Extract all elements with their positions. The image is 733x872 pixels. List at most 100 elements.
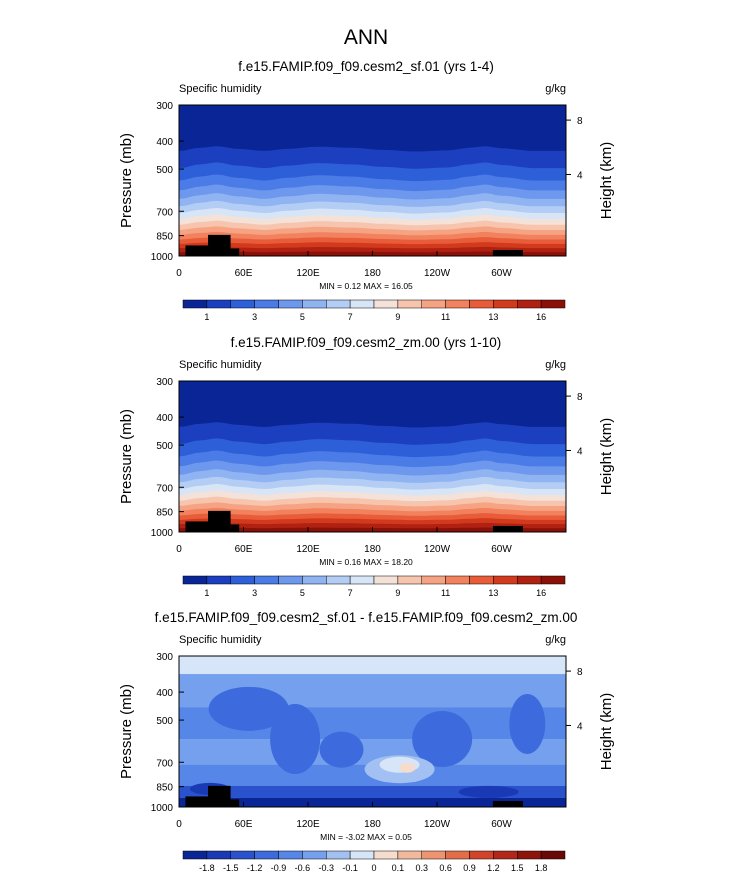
colorbar-label: -0.6 <box>295 863 311 872</box>
x-tick-label: 60E <box>235 819 253 830</box>
colorbar-swatch <box>445 850 470 860</box>
colorbar-label: 1.8 <box>535 863 548 872</box>
colorbar-swatch <box>326 850 351 860</box>
x-tick-label: 0 <box>176 544 182 555</box>
contour-field <box>179 381 566 532</box>
y-axis-label: Pressure (mb) <box>118 684 135 779</box>
colorbar-swatch <box>397 299 422 309</box>
colorbar-label: 9 <box>395 312 400 322</box>
colorbar-swatch <box>469 299 494 309</box>
y-tick-label: 700 <box>156 483 173 494</box>
contour-band <box>458 785 519 798</box>
colorbar-swatch <box>517 850 542 860</box>
colorbar-label: -1.2 <box>247 863 263 872</box>
colorbar-label: 11 <box>441 312 450 322</box>
colorbar-swatch <box>540 850 566 860</box>
contour-field <box>179 656 566 807</box>
colorbar-swatch <box>278 850 303 860</box>
right-axis-label: Height (km) <box>598 693 615 771</box>
colorbar-label: 1 <box>204 312 209 322</box>
colorbar-swatch <box>349 850 375 860</box>
colorbar-swatch <box>445 575 470 585</box>
topography-mask <box>185 245 218 256</box>
colorbar-swatch <box>469 850 494 860</box>
colorbar-swatch <box>326 575 351 585</box>
x-tick-label: 120W <box>424 544 451 555</box>
x-tick-label: 60E <box>235 544 253 555</box>
colorbar-swatch <box>349 299 375 309</box>
colorbar-swatch <box>517 575 542 585</box>
y-tick-label: 850 <box>156 232 173 243</box>
colorbar-label: -0.9 <box>271 863 287 872</box>
colorbar-swatch <box>182 299 208 309</box>
contour-field <box>179 105 566 256</box>
right-tick-label: 4 <box>577 721 583 732</box>
topography-mask <box>492 249 523 256</box>
y-tick-label: 400 <box>156 688 173 699</box>
colorbar-label: 3 <box>252 588 257 598</box>
colorbar-label: -1.8 <box>199 863 215 872</box>
units-label: g/kg <box>545 83 566 95</box>
colorbar-label: 16 <box>536 588 546 598</box>
colorbar-swatch <box>254 299 279 309</box>
y-tick-label: 500 <box>156 441 173 452</box>
colorbar-label: 5 <box>300 588 305 598</box>
contour-band <box>179 656 566 675</box>
right-tick-label: 8 <box>577 392 583 403</box>
colorbar-swatch <box>230 575 255 585</box>
panel-title: f.e15.FAMIP.f09_f09.cesm2_sf.01 - f.e15.… <box>155 610 578 625</box>
x-tick-label: 120E <box>296 819 320 830</box>
colorbar-label: 11 <box>441 588 450 598</box>
colorbar-swatch <box>397 850 422 860</box>
x-tick-label: 180 <box>364 544 381 555</box>
x-tick-label: 180 <box>364 819 381 830</box>
units-label: g/kg <box>545 359 566 371</box>
x-tick-label: 60W <box>491 268 512 279</box>
topography-mask <box>230 248 240 256</box>
colorbar-swatch <box>206 850 231 860</box>
chart-panel-1: f.e15.FAMIP.f09_f09.cesm2_sf.01 (yrs 1-4… <box>118 59 615 322</box>
colorbar-swatch <box>373 299 399 309</box>
colorbar-swatch <box>421 299 446 309</box>
y-tick-label: 300 <box>156 101 173 112</box>
y-axis-label: Pressure (mb) <box>118 409 135 504</box>
colorbar-swatch <box>517 299 542 309</box>
colorbar-swatch <box>540 299 566 309</box>
colorbar-swatch <box>373 575 399 585</box>
contour-band <box>509 693 546 754</box>
colorbar-label: 0.9 <box>463 863 476 872</box>
variable-label: Specific humidity <box>179 634 262 646</box>
min-max-label: MIN = -3.02 MAX = 0.05 <box>320 832 412 842</box>
colorbar-swatch <box>445 299 470 309</box>
colorbar-swatch <box>302 850 327 860</box>
right-tick-label: 4 <box>577 170 583 181</box>
y-tick-label: 400 <box>156 137 173 148</box>
colorbar-swatch <box>230 299 255 309</box>
colorbar-label: -0.3 <box>318 863 334 872</box>
contour-band <box>208 686 289 731</box>
chart-panel-2: f.e15.FAMIP.f09_f09.cesm2_zm.00 (yrs 1-1… <box>118 335 615 598</box>
contour-band <box>270 704 321 775</box>
colorbar-swatch <box>326 299 351 309</box>
x-tick-label: 60W <box>491 819 512 830</box>
contour-band <box>399 762 416 773</box>
topography-mask <box>230 524 240 532</box>
colorbar-swatch <box>493 575 518 585</box>
colorbar-swatch <box>278 299 303 309</box>
colorbar-swatch <box>302 575 327 585</box>
topography-mask <box>230 799 240 807</box>
colorbar-label: 5 <box>300 312 305 322</box>
right-axis-label: Height (km) <box>598 142 615 220</box>
min-max-label: MIN = 0.16 MAX = 18.20 <box>319 557 413 567</box>
colorbar-label: 13 <box>488 312 498 322</box>
panel-title: f.e15.FAMIP.f09_f09.cesm2_sf.01 (yrs 1-4… <box>238 59 494 74</box>
colorbar-label: 7 <box>348 588 353 598</box>
x-tick-label: 180 <box>364 268 381 279</box>
colorbar-label: 0.3 <box>415 863 428 872</box>
colorbar-swatch <box>278 575 303 585</box>
colorbar-label: -0.1 <box>342 863 358 872</box>
colorbar-swatch <box>421 575 446 585</box>
colorbar-swatch <box>373 850 399 860</box>
colorbar-label: 0.6 <box>439 863 452 872</box>
y-tick-label: 1000 <box>151 528 174 539</box>
